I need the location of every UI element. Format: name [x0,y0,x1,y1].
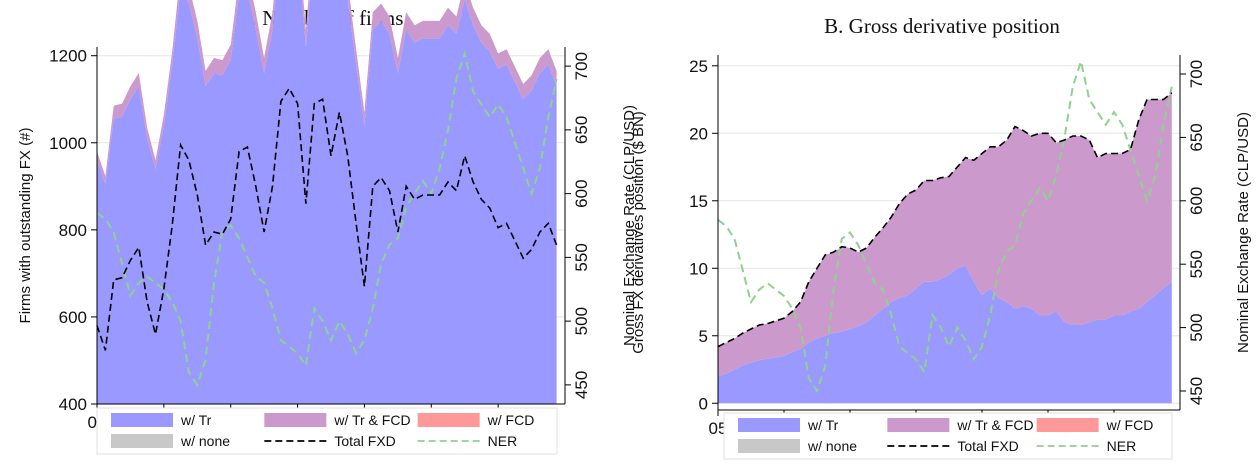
y-tick-label: 10 [689,259,708,278]
y2-tick-label: 600 [572,179,591,207]
legend-key-w-tr-fcd [887,418,949,432]
y-tick-label: 1200 [49,47,87,66]
y-tick-label: 800 [59,221,87,240]
y-tick-label: 25 [689,57,708,76]
chart-title: B. Gross derivative position [824,14,1060,38]
y2-axis-label: Nominal Exchange Rate (CLP/USD) [1235,112,1252,353]
legend-label-w-tr: w/ Tr [807,417,839,433]
legend-key-w-fcd [1037,418,1099,432]
legend-key-w-none [111,434,173,448]
y2-tick-label: 700 [572,52,591,80]
legend-label-w-tr-fcd: w/ Tr & FCD [956,417,1033,433]
y2-tick-label: 700 [1187,60,1206,88]
y2-tick-label: 500 [1187,313,1206,341]
legend-key-w-tr [738,418,800,432]
y-axis-label: Gross FX derivatives position ($ BN) [630,111,647,354]
legend-key-w-fcd [418,413,480,427]
legend: w/ Tr w/ Tr & FCD w/ FCD w/ none Total FXD NE… [97,408,557,454]
legend-label-w-fcd: w/ FCD [1106,417,1154,433]
y-tick-label: 15 [689,192,708,211]
y-axis-label: Firms with outstanding FX (#) [17,128,34,324]
y2-tick-label: 600 [1187,187,1206,215]
legend-key-w-tr [111,413,173,427]
panel-a: A. Number of firms4006008001000120005070… [17,0,638,454]
y-tick-label: 1000 [49,134,87,153]
y2-tick-label: 650 [1187,123,1206,151]
legend-label-w-tr: w/ Tr [180,412,212,428]
y-tick-label: 600 [59,308,87,327]
legend-label-ner: NER [1107,438,1137,454]
legend-label-ner: NER [488,433,518,449]
y2-tick-label: 550 [1187,250,1206,278]
y2-tick-label: 500 [572,307,591,335]
legend-label-total-fxd: Total FXD [957,438,1018,454]
legend-label-w-none: w/ none [807,438,857,454]
y2-tick-label: 550 [572,243,591,271]
legend-key-w-tr-fcd [264,413,326,427]
legend-label-w-none: w/ none [180,433,230,449]
legend-label-w-fcd: w/ FCD [487,412,535,428]
area-w-tr [97,0,557,404]
y-tick-label: 400 [59,395,87,414]
legend-key-w-none [738,439,800,453]
y2-tick-label: 450 [1187,377,1206,405]
y-tick-label: 20 [689,124,708,143]
y-tick-label: 0 [699,394,708,413]
legend-label-w-tr-fcd: w/ Tr & FCD [333,412,410,428]
legend: w/ Tr w/ Tr & FCD w/ FCD w/ none Total FXD NE… [724,413,1172,459]
panel-b: B. Gross derivative position051015202505… [630,14,1252,459]
y2-tick-label: 450 [572,371,591,399]
y-tick-label: 5 [699,327,708,346]
y2-tick-label: 650 [572,116,591,144]
legend-label-total-fxd: Total FXD [334,433,395,449]
